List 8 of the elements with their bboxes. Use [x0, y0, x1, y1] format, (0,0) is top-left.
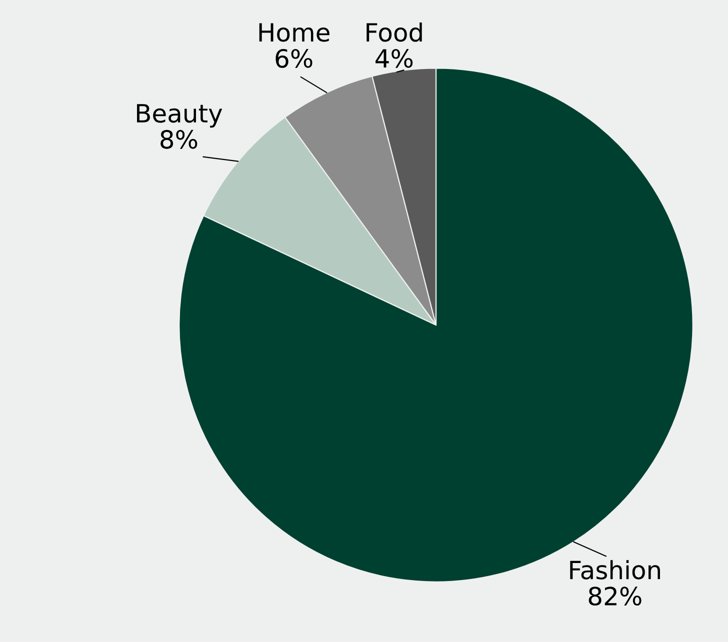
- slice-label: Food: [366, 22, 422, 42]
- slice-label: Beauty: [137, 104, 222, 128]
- data-label: 4%: [376, 48, 413, 68]
- data-label: 82%: [588, 586, 642, 606]
- slice-label: Home: [259, 23, 330, 42]
- data-label: 8%: [160, 130, 198, 149]
- slice-label: Fashion: [570, 560, 660, 580]
- data-label: 6%: [276, 48, 312, 68]
